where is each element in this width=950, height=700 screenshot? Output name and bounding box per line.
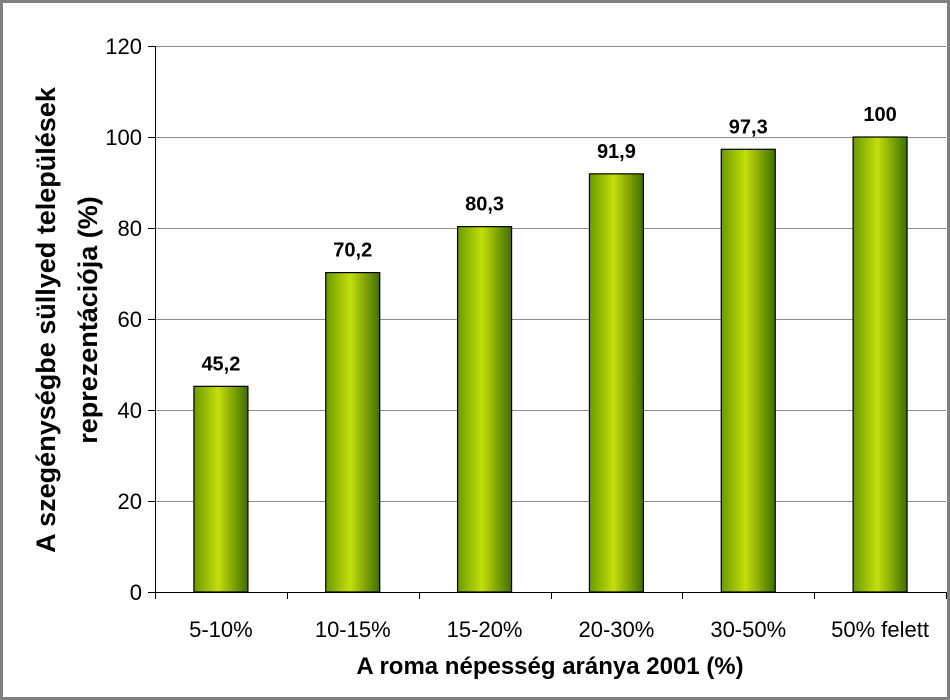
x-axis-title: A roma népesség aránya 2001 (%) (356, 653, 743, 680)
chart-labels: 0 20 40 60 80 100 120 45,2 5-10% 70,2 10-15% 80,3 15… (105, 34, 929, 642)
data-label-5-10pct: 45,2 (201, 353, 240, 375)
y-tick-label-20: 20 (118, 489, 142, 514)
y-tick-label-120: 120 (105, 34, 142, 59)
data-label-15-20pct: 80,3 (465, 194, 504, 216)
y-tick-label-100: 100 (105, 125, 142, 150)
gridlines (155, 46, 946, 502)
y-axis-title: A szegénységbe süllyed települések repre… (31, 86, 103, 553)
data-label-20-30pct: 91,9 (597, 141, 636, 163)
bar-30-50pct (720, 148, 776, 593)
y-tick-label-60: 60 (118, 307, 142, 332)
bar-20-30pct (588, 173, 645, 593)
bar-10-15pct (325, 271, 381, 593)
y-axis-title-line-1: A szegénységbe süllyed települések (31, 86, 61, 553)
data-label-50pct-felett: 100 (863, 104, 896, 126)
y-tick-label-0: 0 (130, 580, 142, 605)
bar-50pct-felett (852, 136, 908, 593)
x-tick-label-30-50pct: 30-50% (710, 617, 786, 642)
bar-15-20pct (456, 226, 513, 593)
bar-5-10pct (193, 385, 249, 593)
y-tick-label-80: 80 (118, 216, 142, 241)
x-tick-label-20-30pct: 20-30% (578, 617, 654, 642)
x-tick-label-50pct-felett: 50% felett (831, 617, 929, 642)
y-tick-label-40: 40 (118, 398, 142, 423)
x-tick-label-15-20pct: 15-20% (447, 617, 523, 642)
x-tick-label-10-15pct: 10-15% (315, 617, 391, 642)
data-label-10-15pct: 70,2 (333, 240, 372, 262)
bars (193, 136, 908, 593)
x-tick-label-5-10pct: 5-10% (189, 617, 253, 642)
axes (148, 46, 947, 599)
y-axis-title-line-2: reprezentációja (%) (73, 196, 103, 444)
data-label-30-50pct: 97,3 (729, 116, 768, 138)
